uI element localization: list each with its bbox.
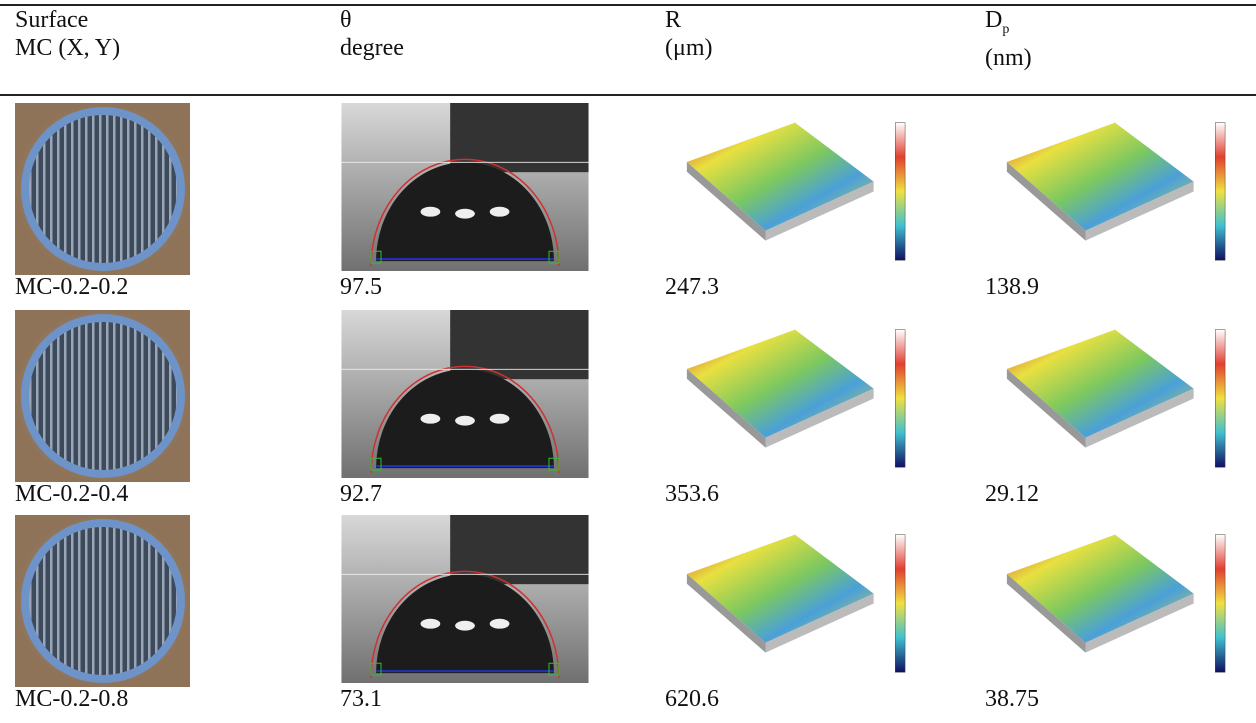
table-page: SurfaceMC (X, Y) θdegree R(μm) Dp (nm) MC… bbox=[0, 0, 1256, 723]
image-content bbox=[667, 310, 923, 482]
image-content bbox=[15, 515, 190, 687]
cell-text: 73.1 bbox=[340, 685, 382, 713]
cell-text: 29.12 bbox=[985, 480, 1039, 508]
image-content bbox=[341, 515, 588, 683]
header-rule bbox=[0, 94, 1256, 96]
cell-image bbox=[15, 310, 190, 482]
cell-image bbox=[665, 103, 925, 275]
header-text: (μm) bbox=[665, 35, 713, 61]
cell-image bbox=[15, 103, 190, 275]
cell-text: 97.5 bbox=[340, 273, 382, 301]
header-text: degree bbox=[340, 35, 404, 61]
cell-text: 247.3 bbox=[665, 273, 719, 301]
cell-image bbox=[985, 515, 1245, 687]
header-cell: R(μm) bbox=[665, 6, 713, 62]
cell-text: 138.9 bbox=[985, 273, 1039, 301]
image-content bbox=[15, 103, 190, 275]
header-text: θ bbox=[340, 7, 352, 33]
cell-image bbox=[340, 310, 590, 478]
image-content bbox=[341, 103, 588, 271]
cell-image bbox=[665, 515, 925, 687]
image-content bbox=[341, 310, 588, 478]
cell-text: 38.75 bbox=[985, 685, 1039, 713]
image-content bbox=[667, 515, 923, 687]
image-content bbox=[987, 515, 1243, 687]
cell-text: 620.6 bbox=[665, 685, 719, 713]
header-text: R bbox=[665, 7, 681, 33]
cell-text: MC-0.2-0.2 bbox=[15, 273, 128, 301]
image-content bbox=[15, 310, 190, 482]
header-cell: Dp (nm) bbox=[985, 6, 1032, 72]
cell-image bbox=[985, 310, 1245, 482]
cell-image bbox=[15, 515, 190, 687]
top-rule bbox=[0, 4, 1256, 6]
header-text: D bbox=[985, 7, 1002, 33]
header-text: Surface bbox=[15, 7, 88, 33]
cell-image bbox=[340, 515, 590, 683]
cell-text: MC-0.2-0.8 bbox=[15, 685, 128, 713]
cell-image bbox=[665, 310, 925, 482]
cell-text: MC-0.2-0.4 bbox=[15, 480, 128, 508]
image-content bbox=[987, 103, 1243, 275]
header-text: (nm) bbox=[985, 45, 1032, 71]
cell-text: 353.6 bbox=[665, 480, 719, 508]
cell-image bbox=[985, 103, 1245, 275]
cell-text: 92.7 bbox=[340, 480, 382, 508]
image-content bbox=[667, 103, 923, 275]
header-subscript: p bbox=[1002, 22, 1009, 37]
cell-image bbox=[340, 103, 590, 271]
header-text: MC (X, Y) bbox=[15, 35, 120, 61]
image-content bbox=[987, 310, 1243, 482]
